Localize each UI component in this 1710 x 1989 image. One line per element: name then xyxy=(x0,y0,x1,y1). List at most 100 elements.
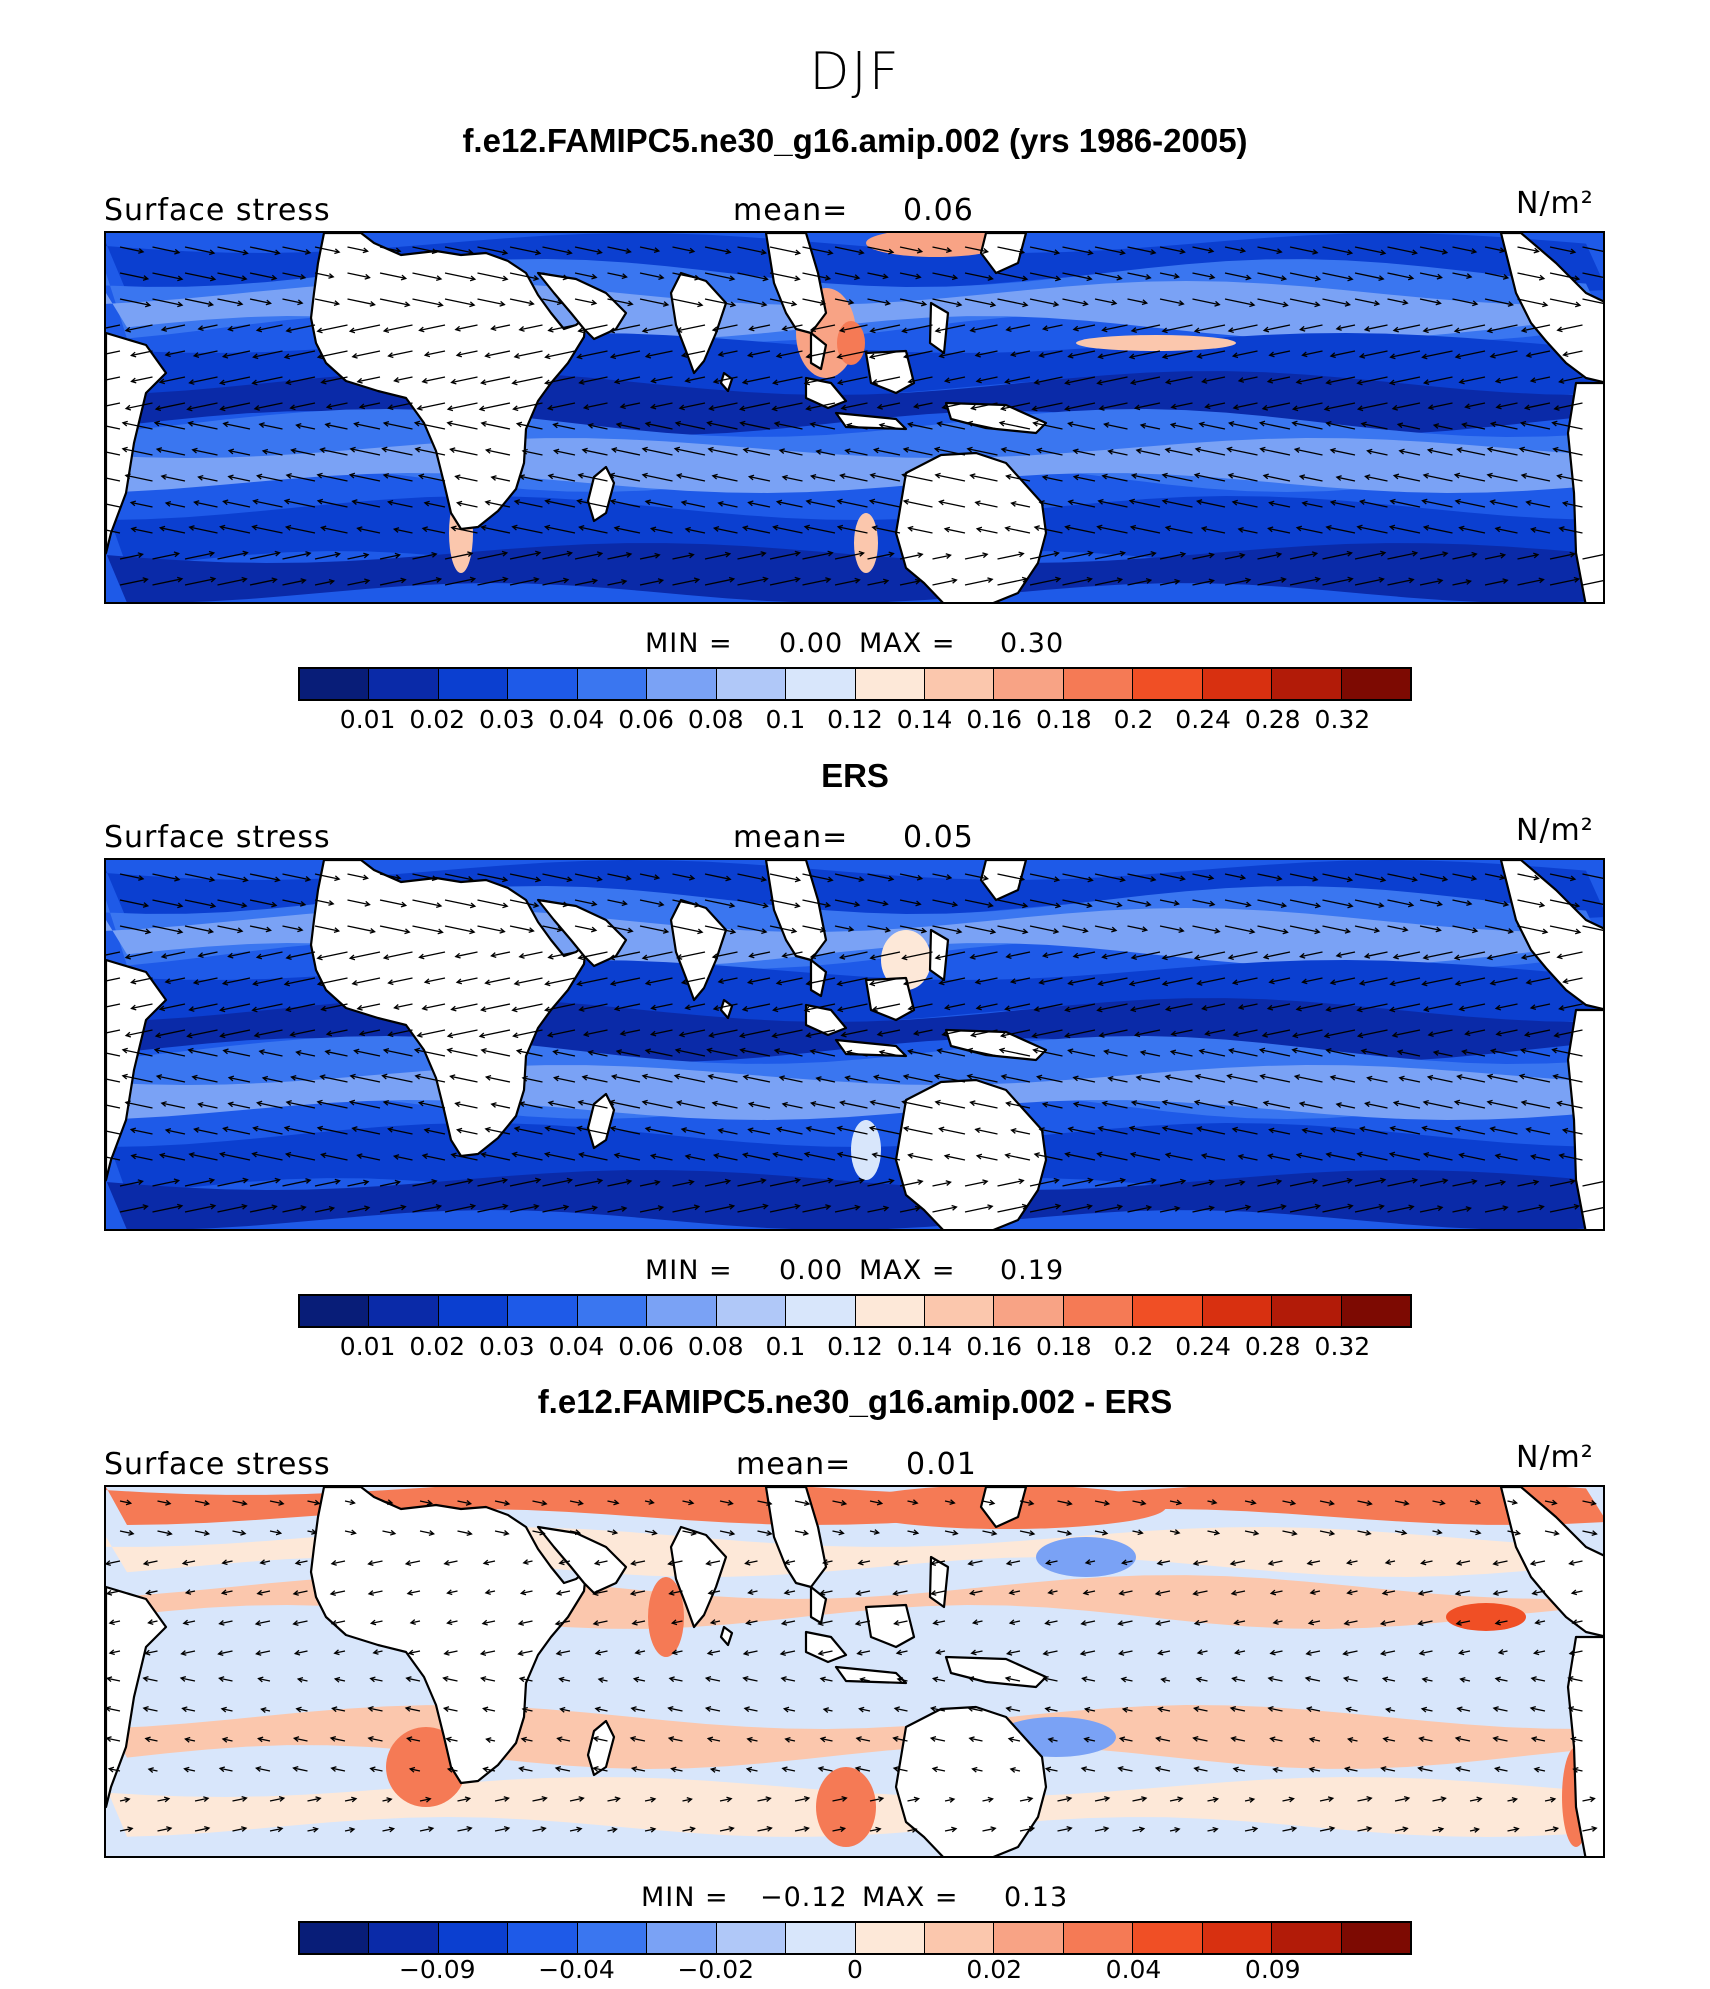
wind-stress-arrow xyxy=(749,324,771,330)
wind-stress-arrow xyxy=(1361,1049,1388,1057)
wind-stress-arrow xyxy=(970,1590,983,1595)
wind-stress-arrowhead xyxy=(675,473,683,479)
wind-stress-arrow xyxy=(930,1560,946,1565)
wind-stress-arrowhead xyxy=(840,1031,847,1038)
wind-stress-arrow xyxy=(1074,475,1096,482)
wind-stress-arrowhead xyxy=(644,1048,651,1055)
wind-stress-arrow xyxy=(855,1620,871,1625)
wind-stress-arrow xyxy=(832,1530,844,1534)
wind-stress-arrow xyxy=(559,1560,571,1564)
wind-stress-arrowhead xyxy=(649,403,657,410)
wind-stress-arrowhead xyxy=(1086,576,1093,583)
wind-stress-arrowhead xyxy=(1117,1650,1125,1656)
wind-stress-arrowhead xyxy=(1262,473,1269,480)
wind-stress-arrow xyxy=(1322,1205,1353,1213)
wind-stress-arrow xyxy=(639,298,669,306)
wind-stress-arrow xyxy=(119,1205,148,1213)
wind-stress-arrowhead xyxy=(809,421,816,428)
wind-stress-arrow xyxy=(1165,1153,1193,1161)
wind-stress-arrowhead xyxy=(197,325,204,332)
wind-stress-arrowhead xyxy=(414,446,421,453)
wind-stress-arrow xyxy=(447,1029,478,1037)
wind-stress-arrow xyxy=(1032,1029,1063,1037)
wind-stress-arrow xyxy=(769,272,800,280)
wind-stress-arrowhead xyxy=(868,980,876,987)
wind-stress-arrowhead xyxy=(106,1560,111,1567)
wind-stress-arrowhead xyxy=(1427,404,1434,411)
wind-stress-arrow xyxy=(607,899,627,905)
wind-stress-arrowhead xyxy=(629,1590,637,1596)
wind-stress-arrowhead xyxy=(686,1797,693,1803)
wind-stress-arrowhead xyxy=(825,1204,832,1210)
wind-stress-arrowhead xyxy=(312,1826,319,1833)
wind-stress-arrowhead xyxy=(741,378,749,385)
wind-stress-arrow xyxy=(347,579,370,586)
wind-stress-arrow xyxy=(712,475,738,482)
wind-stress-arrow xyxy=(1083,1590,1096,1594)
wind-stress-arrowhead xyxy=(1042,1650,1049,1656)
wind-stress-arrowhead xyxy=(186,1032,193,1039)
wind-stress-arrow xyxy=(1127,1206,1151,1213)
wind-stress-arrowhead xyxy=(193,1127,200,1133)
wind-stress-arrow xyxy=(1387,925,1408,931)
wind-stress-arrowhead xyxy=(791,300,798,307)
colorbar-swatch xyxy=(508,1296,578,1326)
wind-stress-arrowhead xyxy=(582,404,590,410)
wind-stress-arrow xyxy=(1156,1590,1171,1595)
wind-stress-arrow xyxy=(578,474,608,482)
wind-stress-arrowhead xyxy=(173,551,181,558)
wind-stress-arrow xyxy=(1046,1560,1058,1564)
wind-stress-arrow xyxy=(1094,1797,1110,1802)
wind-stress-arrow xyxy=(1136,449,1161,456)
wind-stress-arrow xyxy=(477,578,508,586)
wind-stress-arrow xyxy=(1357,1827,1372,1832)
wind-stress-arrow xyxy=(1530,376,1551,382)
wind-stress-arrowhead xyxy=(1325,1006,1332,1013)
wind-stress-arrowhead xyxy=(297,926,304,933)
wind-stress-arrow xyxy=(320,448,348,456)
wind-stress-arrow xyxy=(253,500,283,508)
wind-stress-arrowhead xyxy=(914,578,922,585)
wind-stress-arrowhead xyxy=(242,1177,249,1184)
wind-stress-arrow xyxy=(1192,553,1214,560)
wind-stress-arrowhead xyxy=(1291,1530,1298,1536)
wind-stress-arrow xyxy=(424,502,446,508)
wind-stress-arrowhead xyxy=(252,980,259,987)
wind-stress-arrowhead xyxy=(680,1127,687,1133)
land-mass xyxy=(944,1028,1048,1062)
wind-stress-arrowhead xyxy=(222,499,229,506)
wind-stress-arrowhead xyxy=(654,552,661,559)
wind-stress-arrow xyxy=(944,1530,958,1535)
wind-stress-arrowhead xyxy=(1157,1649,1164,1656)
wind-stress-arrow xyxy=(1459,1650,1471,1654)
wind-stress-arrowhead xyxy=(484,447,492,454)
wind-stress-arrowhead xyxy=(626,1179,633,1185)
wind-stress-arrowhead xyxy=(1140,1499,1147,1506)
wind-stress-arrow xyxy=(415,448,446,456)
wind-stress-arrow xyxy=(379,298,410,306)
wind-stress-arrow xyxy=(379,925,410,933)
wind-stress-arrowhead xyxy=(1251,1826,1259,1833)
wind-stress-arrow xyxy=(811,475,836,482)
wind-stress-arrow xyxy=(1207,1530,1219,1535)
colorbar-swatch xyxy=(647,1296,717,1326)
wind-stress-arrow xyxy=(384,1049,413,1057)
wind-stress-arrow xyxy=(1357,1003,1388,1011)
wind-stress-arrowhead xyxy=(503,1826,511,1832)
wind-stress-arrow xyxy=(1457,1707,1471,1712)
wind-stress-arrowhead xyxy=(1489,979,1496,986)
wind-stress-arrow xyxy=(1394,1797,1410,1802)
wind-stress-arrowhead xyxy=(348,954,356,961)
wind-stress-vectors xyxy=(106,1499,1598,1833)
wind-stress-arrowhead xyxy=(1038,1127,1045,1133)
wind-stress-arrow xyxy=(1229,422,1258,430)
wind-stress-arrow xyxy=(1354,246,1386,254)
wind-stress-arrow xyxy=(1387,1179,1417,1187)
wind-stress-arrow xyxy=(1011,502,1031,508)
wind-stress-arrowhead xyxy=(712,1005,720,1011)
wind-stress-arrow xyxy=(1006,324,1031,331)
wind-stress-arrow xyxy=(1299,475,1323,482)
wind-stress-arrowhead xyxy=(998,420,1005,427)
wind-stress-arrowhead xyxy=(513,1126,521,1132)
wind-stress-arrowhead xyxy=(630,1766,638,1773)
